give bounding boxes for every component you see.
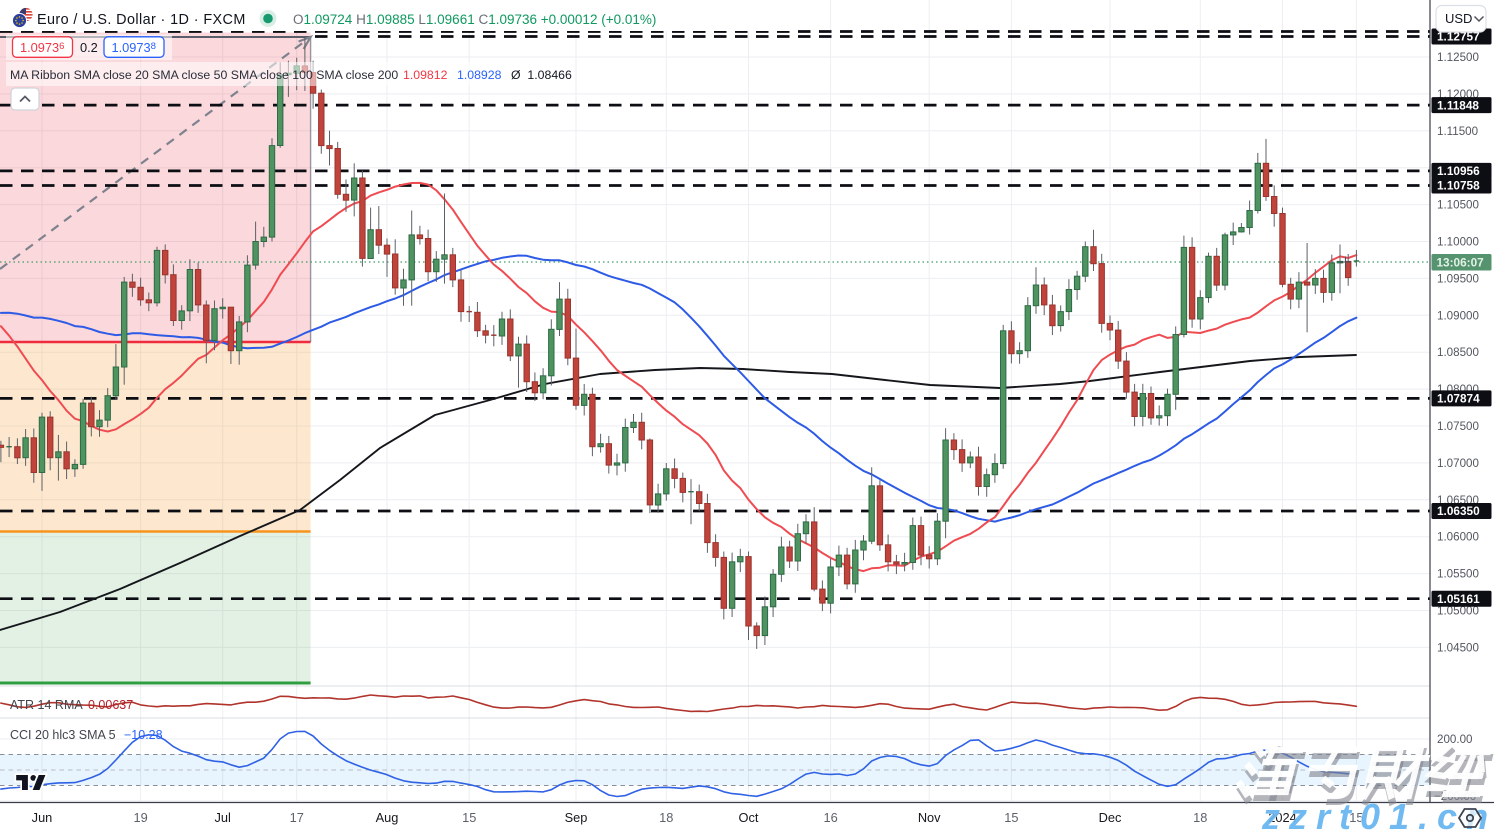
svg-text:1.09738: 1.09738 [112,40,156,55]
svg-text:CCI 20 hlc3 SMA 5: CCI 20 hlc3 SMA 5 [10,728,116,742]
svg-text:1.08928: 1.08928 [457,68,502,82]
svg-text:1.11500: 1.11500 [1437,125,1478,138]
svg-text:13:06:07: 13:06:07 [1437,256,1485,270]
svg-text:1.07000: 1.07000 [1437,457,1479,470]
svg-text:zzrt01.cn: zzrt01.cn [1261,796,1494,835]
svg-text:15: 15 [1004,810,1018,825]
svg-text:Sep: Sep [565,810,588,825]
svg-text:15: 15 [462,810,476,825]
svg-text:Jun: Jun [32,810,53,825]
svg-text:1.09736: 1.09736 [20,40,64,55]
svg-text:1.06000: 1.06000 [1437,531,1479,544]
svg-text:1.05161: 1.05161 [1437,592,1480,606]
svg-text:1.12757: 1.12757 [1437,30,1480,44]
svg-text:1.10500: 1.10500 [1437,199,1479,212]
svg-text:0.2: 0.2 [80,40,98,55]
svg-text:Ø 1.08466: Ø 1.08466 [511,68,572,82]
svg-text:1.10000: 1.10000 [1437,236,1479,249]
svg-text:1.07874: 1.07874 [1437,392,1480,406]
svg-text:200.00: 200.00 [1437,733,1472,746]
svg-text:1.04500: 1.04500 [1437,641,1479,654]
svg-text:1.09500: 1.09500 [1437,272,1479,285]
svg-text:1.08500: 1.08500 [1437,346,1479,359]
svg-text:1.09000: 1.09000 [1437,309,1479,322]
svg-text:Dec: Dec [1099,810,1122,825]
svg-text:Oct: Oct [739,810,759,825]
svg-text:15: 15 [1349,810,1363,825]
svg-text:Nov: Nov [918,810,941,825]
svg-text:1.05000: 1.05000 [1437,605,1479,618]
svg-text:1.07500: 1.07500 [1437,420,1479,433]
svg-text:18: 18 [1193,810,1207,825]
svg-text:Aug: Aug [376,810,399,825]
svg-text:2024: 2024 [1268,810,1296,825]
svg-text:16: 16 [823,810,837,825]
svg-text:1.11848: 1.11848 [1437,98,1479,112]
svg-text:19: 19 [133,810,147,825]
svg-text:ATR 14 RMA: ATR 14 RMA [10,698,83,712]
svg-text:18: 18 [659,810,673,825]
svg-text:USD: USD [1445,11,1472,26]
svg-text:17: 17 [290,810,304,825]
svg-text:1.05500: 1.05500 [1437,568,1479,581]
svg-text:1.09812: 1.09812 [403,68,448,82]
svg-text:Jul: Jul [215,810,231,825]
svg-text:0.00637: 0.00637 [88,698,133,712]
svg-text:1.06350: 1.06350 [1437,504,1480,518]
svg-text:O1.09724 H1.09885 L1.09661 C1.: O1.09724 H1.09885 L1.09661 C1.09736 +0.0… [293,12,656,27]
svg-text:−10.28: −10.28 [124,728,163,742]
svg-text:1.10956: 1.10956 [1437,164,1480,178]
svg-text:1.10758: 1.10758 [1437,179,1480,193]
svg-text:MA Ribbon SMA close 20 SMA clo: MA Ribbon SMA close 20 SMA close 50 SMA … [10,68,398,82]
svg-text:Euro / U.S. Dollar · 1D · FXCM: Euro / U.S. Dollar · 1D · FXCM [37,12,246,28]
svg-text:1.12500: 1.12500 [1437,51,1479,64]
